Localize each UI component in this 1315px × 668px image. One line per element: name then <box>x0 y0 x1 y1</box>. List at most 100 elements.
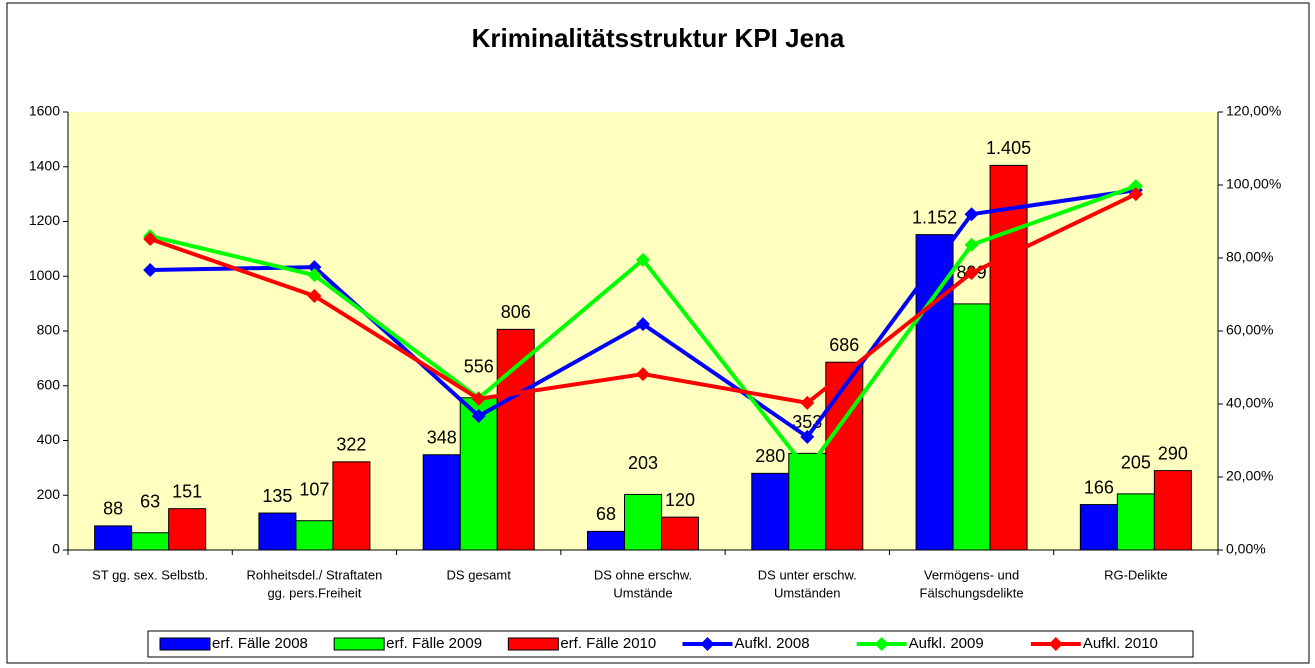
bar <box>422 454 461 551</box>
x-tick-label: RG-Delikte <box>1104 567 1168 582</box>
y2-tick-label: 20,00% <box>1226 468 1273 484</box>
y2-tick-label: 120,00% <box>1226 103 1281 119</box>
marker <box>964 265 979 280</box>
data-label: 203 <box>628 453 658 473</box>
marker <box>143 263 158 278</box>
y2-tick-label: 40,00% <box>1226 395 1273 411</box>
x-tick-label: DS ohne erschw. <box>594 567 692 582</box>
data-label: 686 <box>829 335 859 355</box>
bar <box>788 452 827 551</box>
y2-tick-label: 100,00% <box>1226 176 1281 192</box>
legend-label: erf. Fälle 2009 <box>386 635 482 652</box>
marker <box>307 268 322 283</box>
data-label: 107 <box>299 479 329 499</box>
data-label: 322 <box>336 435 366 455</box>
bar <box>825 361 864 551</box>
data-label: 1.152 <box>912 207 957 227</box>
marker <box>964 207 979 222</box>
marker <box>800 429 815 444</box>
x-tick-label: Rohheitsdel./ Straftaten <box>246 567 382 582</box>
marker <box>636 252 650 267</box>
data-label: 290 <box>1158 443 1188 463</box>
bar <box>1116 493 1155 551</box>
y-tick-label: 200 <box>37 486 61 502</box>
legend-label: erf. Fälle 2008 <box>212 635 308 652</box>
bar <box>258 512 297 551</box>
data-label: 88 <box>103 499 123 519</box>
marker <box>800 463 815 478</box>
bar <box>459 397 498 551</box>
y-tick-label: 1000 <box>29 267 60 283</box>
x-tick-label: Vermögens- und <box>924 567 1019 582</box>
marker <box>307 260 322 275</box>
marker <box>307 288 322 303</box>
bar <box>332 461 371 551</box>
y-tick-label: 1200 <box>29 212 60 228</box>
legend-label: Aufkl. 2008 <box>735 635 810 652</box>
data-label: 348 <box>427 427 457 447</box>
data-label: 135 <box>262 486 292 506</box>
marker <box>964 237 979 252</box>
y-tick-label: 600 <box>37 376 61 392</box>
bar <box>751 472 790 551</box>
legend-marker <box>700 637 715 651</box>
bar <box>94 525 133 551</box>
data-label: 151 <box>172 481 202 501</box>
marker <box>636 367 650 382</box>
bar <box>295 520 334 551</box>
y-tick-label: 0 <box>52 541 60 557</box>
bar <box>661 516 699 551</box>
data-label: 120 <box>665 490 695 510</box>
bar <box>168 508 207 551</box>
x-tick-label: gg. pers.Freiheit <box>267 585 361 600</box>
y-tick-label: 800 <box>37 322 61 338</box>
y-tick-label: 400 <box>37 431 61 447</box>
legend-label: erf. Fälle 2010 <box>560 635 656 652</box>
y-tick-label: 1400 <box>29 157 60 173</box>
x-tick-label: DS gesamt <box>447 567 512 582</box>
marker <box>800 395 815 410</box>
y2-tick-label: 80,00% <box>1226 249 1273 265</box>
x-tick-label: Umstände <box>613 585 672 600</box>
bar <box>952 303 991 551</box>
marker <box>471 409 486 424</box>
bar <box>624 493 662 551</box>
bar <box>1153 470 1192 551</box>
x-tick-label: Fälschungsdelikte <box>920 585 1024 600</box>
bar <box>131 532 170 551</box>
data-label: 63 <box>140 492 160 512</box>
marker <box>1128 179 1143 194</box>
legend-label: Aufkl. 2009 <box>909 635 984 652</box>
data-label: 556 <box>464 357 494 377</box>
legend-swatch <box>333 637 385 651</box>
y2-tick-label: 60,00% <box>1226 322 1273 338</box>
data-label: 280 <box>755 446 785 466</box>
marker <box>143 232 158 247</box>
legend-label: Aufkl. 2010 <box>1083 635 1158 652</box>
legend-marker <box>1048 637 1063 651</box>
x-tick-label: Umständen <box>774 585 840 600</box>
y-tick-label: 1600 <box>29 103 60 119</box>
data-label: 205 <box>1121 453 1151 473</box>
y2-tick-label: 0,00% <box>1226 541 1266 557</box>
data-label: 166 <box>1084 477 1114 497</box>
legend-swatch <box>159 637 211 651</box>
bar <box>587 530 625 551</box>
legend-swatch <box>507 637 559 651</box>
bar <box>496 328 535 551</box>
legend <box>147 630 1194 658</box>
marker <box>636 317 650 332</box>
legend-marker <box>874 637 889 651</box>
marker <box>471 391 486 406</box>
chart-title: Kriminalitätsstruktur KPI Jena <box>472 23 845 53</box>
data-label: 1.405 <box>986 138 1031 158</box>
data-label: 806 <box>501 302 531 322</box>
bar <box>989 164 1028 551</box>
x-tick-label: DS unter erschw. <box>758 567 857 582</box>
x-tick-label: ST gg. sex. Selbstb. <box>92 567 208 582</box>
data-label: 68 <box>596 504 616 524</box>
marker <box>1128 187 1143 202</box>
bar <box>1079 504 1118 551</box>
